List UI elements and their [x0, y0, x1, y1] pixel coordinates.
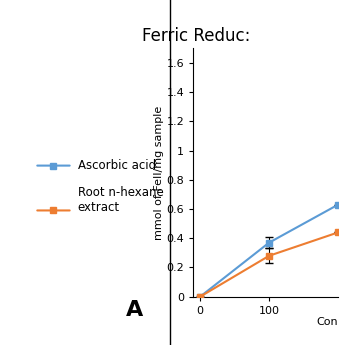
Text: Ferric Reduc:: Ferric Reduc: — [142, 27, 251, 45]
Text: Root n-hexane
extract: Root n-hexane extract — [78, 186, 164, 214]
Text: Ascorbic acid: Ascorbic acid — [78, 159, 156, 172]
Y-axis label: mmol of FeII/mg sample: mmol of FeII/mg sample — [154, 105, 164, 240]
X-axis label: Con: Con — [316, 317, 338, 327]
Text: A: A — [126, 300, 143, 321]
